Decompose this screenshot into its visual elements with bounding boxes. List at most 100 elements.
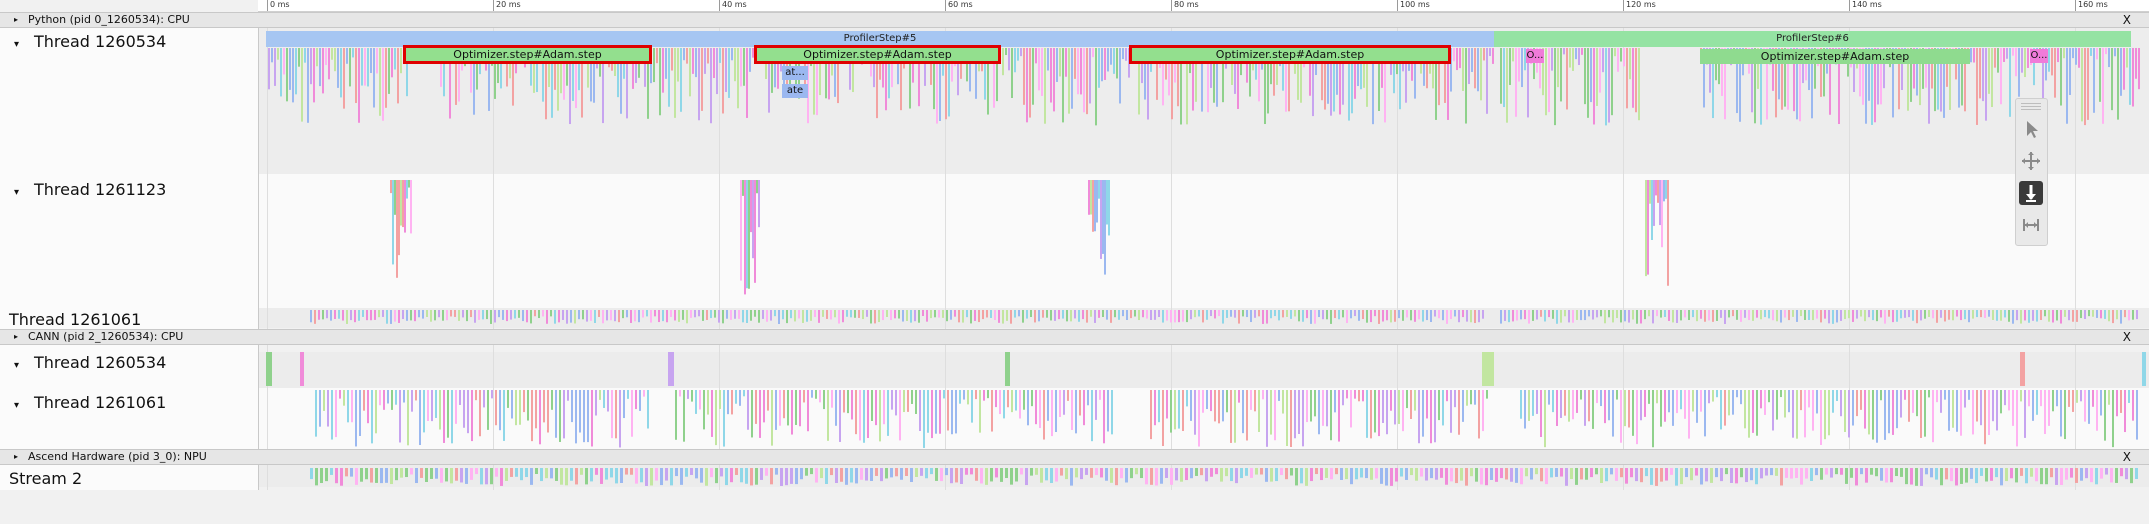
trace-slice[interactable] (1300, 468, 1303, 484)
trace-slice[interactable] (774, 310, 776, 317)
trace-slice[interactable] (415, 390, 417, 401)
trace-slice[interactable] (1752, 390, 1754, 433)
trace-slice[interactable] (1895, 468, 1898, 477)
trace-slice[interactable] (885, 468, 888, 479)
trace-slice[interactable] (1992, 390, 1994, 422)
trace-slice[interactable] (1620, 48, 1622, 62)
trace-slice[interactable] (1796, 310, 1798, 322)
trace-slice[interactable] (1784, 48, 1786, 107)
trace-slice[interactable] (2085, 468, 2088, 479)
trace-slice[interactable] (802, 310, 804, 323)
trace-slice[interactable] (775, 468, 778, 475)
trace-slice[interactable] (475, 390, 477, 401)
trace-slice[interactable] (1657, 180, 1659, 203)
trace-slice[interactable] (2015, 468, 2018, 483)
trace-slice[interactable] (1740, 390, 1742, 405)
trace-slice[interactable] (527, 390, 529, 421)
trace-slice[interactable] (1925, 468, 1928, 475)
trace-slice[interactable] (1435, 48, 1437, 120)
trace-slice[interactable] (1920, 390, 1922, 438)
trace-slice[interactable] (1575, 48, 1577, 60)
trace-slice[interactable] (919, 390, 921, 431)
trace-slice[interactable] (1077, 48, 1079, 95)
trace-slice[interactable] (1063, 390, 1065, 415)
trace-slice[interactable] (1489, 48, 1491, 57)
trace-slice[interactable] (467, 390, 469, 434)
trace-slice[interactable] (945, 468, 948, 476)
trace-slice[interactable] (550, 468, 553, 479)
trace-slice[interactable] (445, 468, 448, 482)
trace-slice[interactable] (883, 390, 885, 425)
trace-slice[interactable] (300, 352, 304, 386)
trace-slice[interactable] (1616, 310, 1618, 319)
trace-slice[interactable] (277, 48, 279, 60)
trace-slice[interactable] (960, 468, 963, 485)
trace-slice[interactable] (1471, 48, 1473, 72)
trace-slice[interactable] (2028, 390, 2030, 407)
trace-slice[interactable] (2125, 468, 2128, 480)
trace-slice[interactable] (1979, 48, 1981, 99)
trace-slice[interactable] (1446, 390, 1448, 402)
trace-slice[interactable] (1590, 468, 1593, 478)
trace-slice[interactable] (2065, 468, 2068, 480)
trace-slice[interactable] (1086, 48, 1088, 115)
trace-slice[interactable] (378, 310, 380, 318)
track-label-thread-1261061[interactable]: Thread 1261061 (9, 310, 142, 329)
trace-slice[interactable] (2040, 390, 2042, 407)
trace-slice[interactable] (682, 310, 684, 320)
trace-slice[interactable] (2033, 48, 2035, 86)
trace-slice[interactable] (905, 468, 908, 476)
trace-slice[interactable] (465, 468, 468, 484)
trace-slice[interactable] (1438, 48, 1440, 106)
trace-slice[interactable] (1976, 390, 1978, 422)
trace-slice[interactable] (750, 310, 752, 321)
trace-slice[interactable] (1082, 310, 1084, 320)
trace-slice[interactable] (634, 310, 636, 322)
trace-slice[interactable] (1656, 310, 1658, 317)
trace-slice[interactable] (743, 390, 745, 397)
trace-slice[interactable] (1970, 48, 1972, 63)
trace-slice[interactable] (1402, 310, 1404, 321)
trace-slice[interactable] (1071, 390, 1073, 430)
trace-slice[interactable] (1592, 310, 1594, 320)
trace-slice[interactable] (2045, 468, 2048, 485)
trace-slice[interactable] (1588, 310, 1590, 317)
trace-slice[interactable] (948, 48, 950, 117)
trace-slice[interactable] (1266, 390, 1268, 447)
trace-slice[interactable] (1285, 48, 1287, 112)
trace-slice[interactable] (840, 468, 843, 482)
trace-slice[interactable] (950, 310, 952, 320)
trace-slice[interactable] (888, 48, 890, 99)
trace-slice[interactable] (1242, 390, 1244, 434)
pan-move-icon[interactable] (2019, 149, 2043, 173)
trace-slice[interactable] (1865, 48, 1867, 124)
trace-slice[interactable] (1585, 468, 1588, 480)
trace-slice[interactable] (1536, 390, 1538, 414)
trace-slice[interactable] (1755, 468, 1758, 485)
trace-slice[interactable] (319, 390, 321, 427)
trace-slice[interactable] (946, 310, 948, 322)
trace-slice[interactable] (1237, 48, 1239, 109)
trace-slice[interactable] (345, 468, 348, 477)
trace-slice[interactable] (1298, 310, 1300, 322)
trace-slice[interactable] (763, 390, 765, 423)
trace-slice[interactable] (831, 390, 833, 408)
trace-slice[interactable] (1556, 310, 1558, 324)
trace-slice[interactable] (1273, 48, 1275, 96)
trace-slice[interactable] (1075, 390, 1077, 434)
trace-slice[interactable] (1462, 48, 1464, 91)
trace-slice[interactable] (1450, 48, 1452, 92)
trace-slice[interactable] (342, 310, 344, 321)
trace-slice[interactable] (581, 48, 583, 118)
trace-slice[interactable] (2036, 310, 2038, 322)
trace-slice[interactable] (1480, 468, 1483, 485)
trace-slice[interactable] (942, 310, 944, 318)
trace-slice[interactable] (715, 390, 717, 446)
trace-slice[interactable] (605, 468, 608, 480)
trace-slice[interactable] (2020, 352, 2025, 386)
trace-slice[interactable] (1896, 310, 1898, 322)
trace-slice[interactable] (1645, 468, 1648, 477)
trace-slice[interactable] (1318, 310, 1320, 318)
trace-slice[interactable] (1853, 48, 1855, 92)
trace-slice[interactable] (1628, 390, 1630, 428)
